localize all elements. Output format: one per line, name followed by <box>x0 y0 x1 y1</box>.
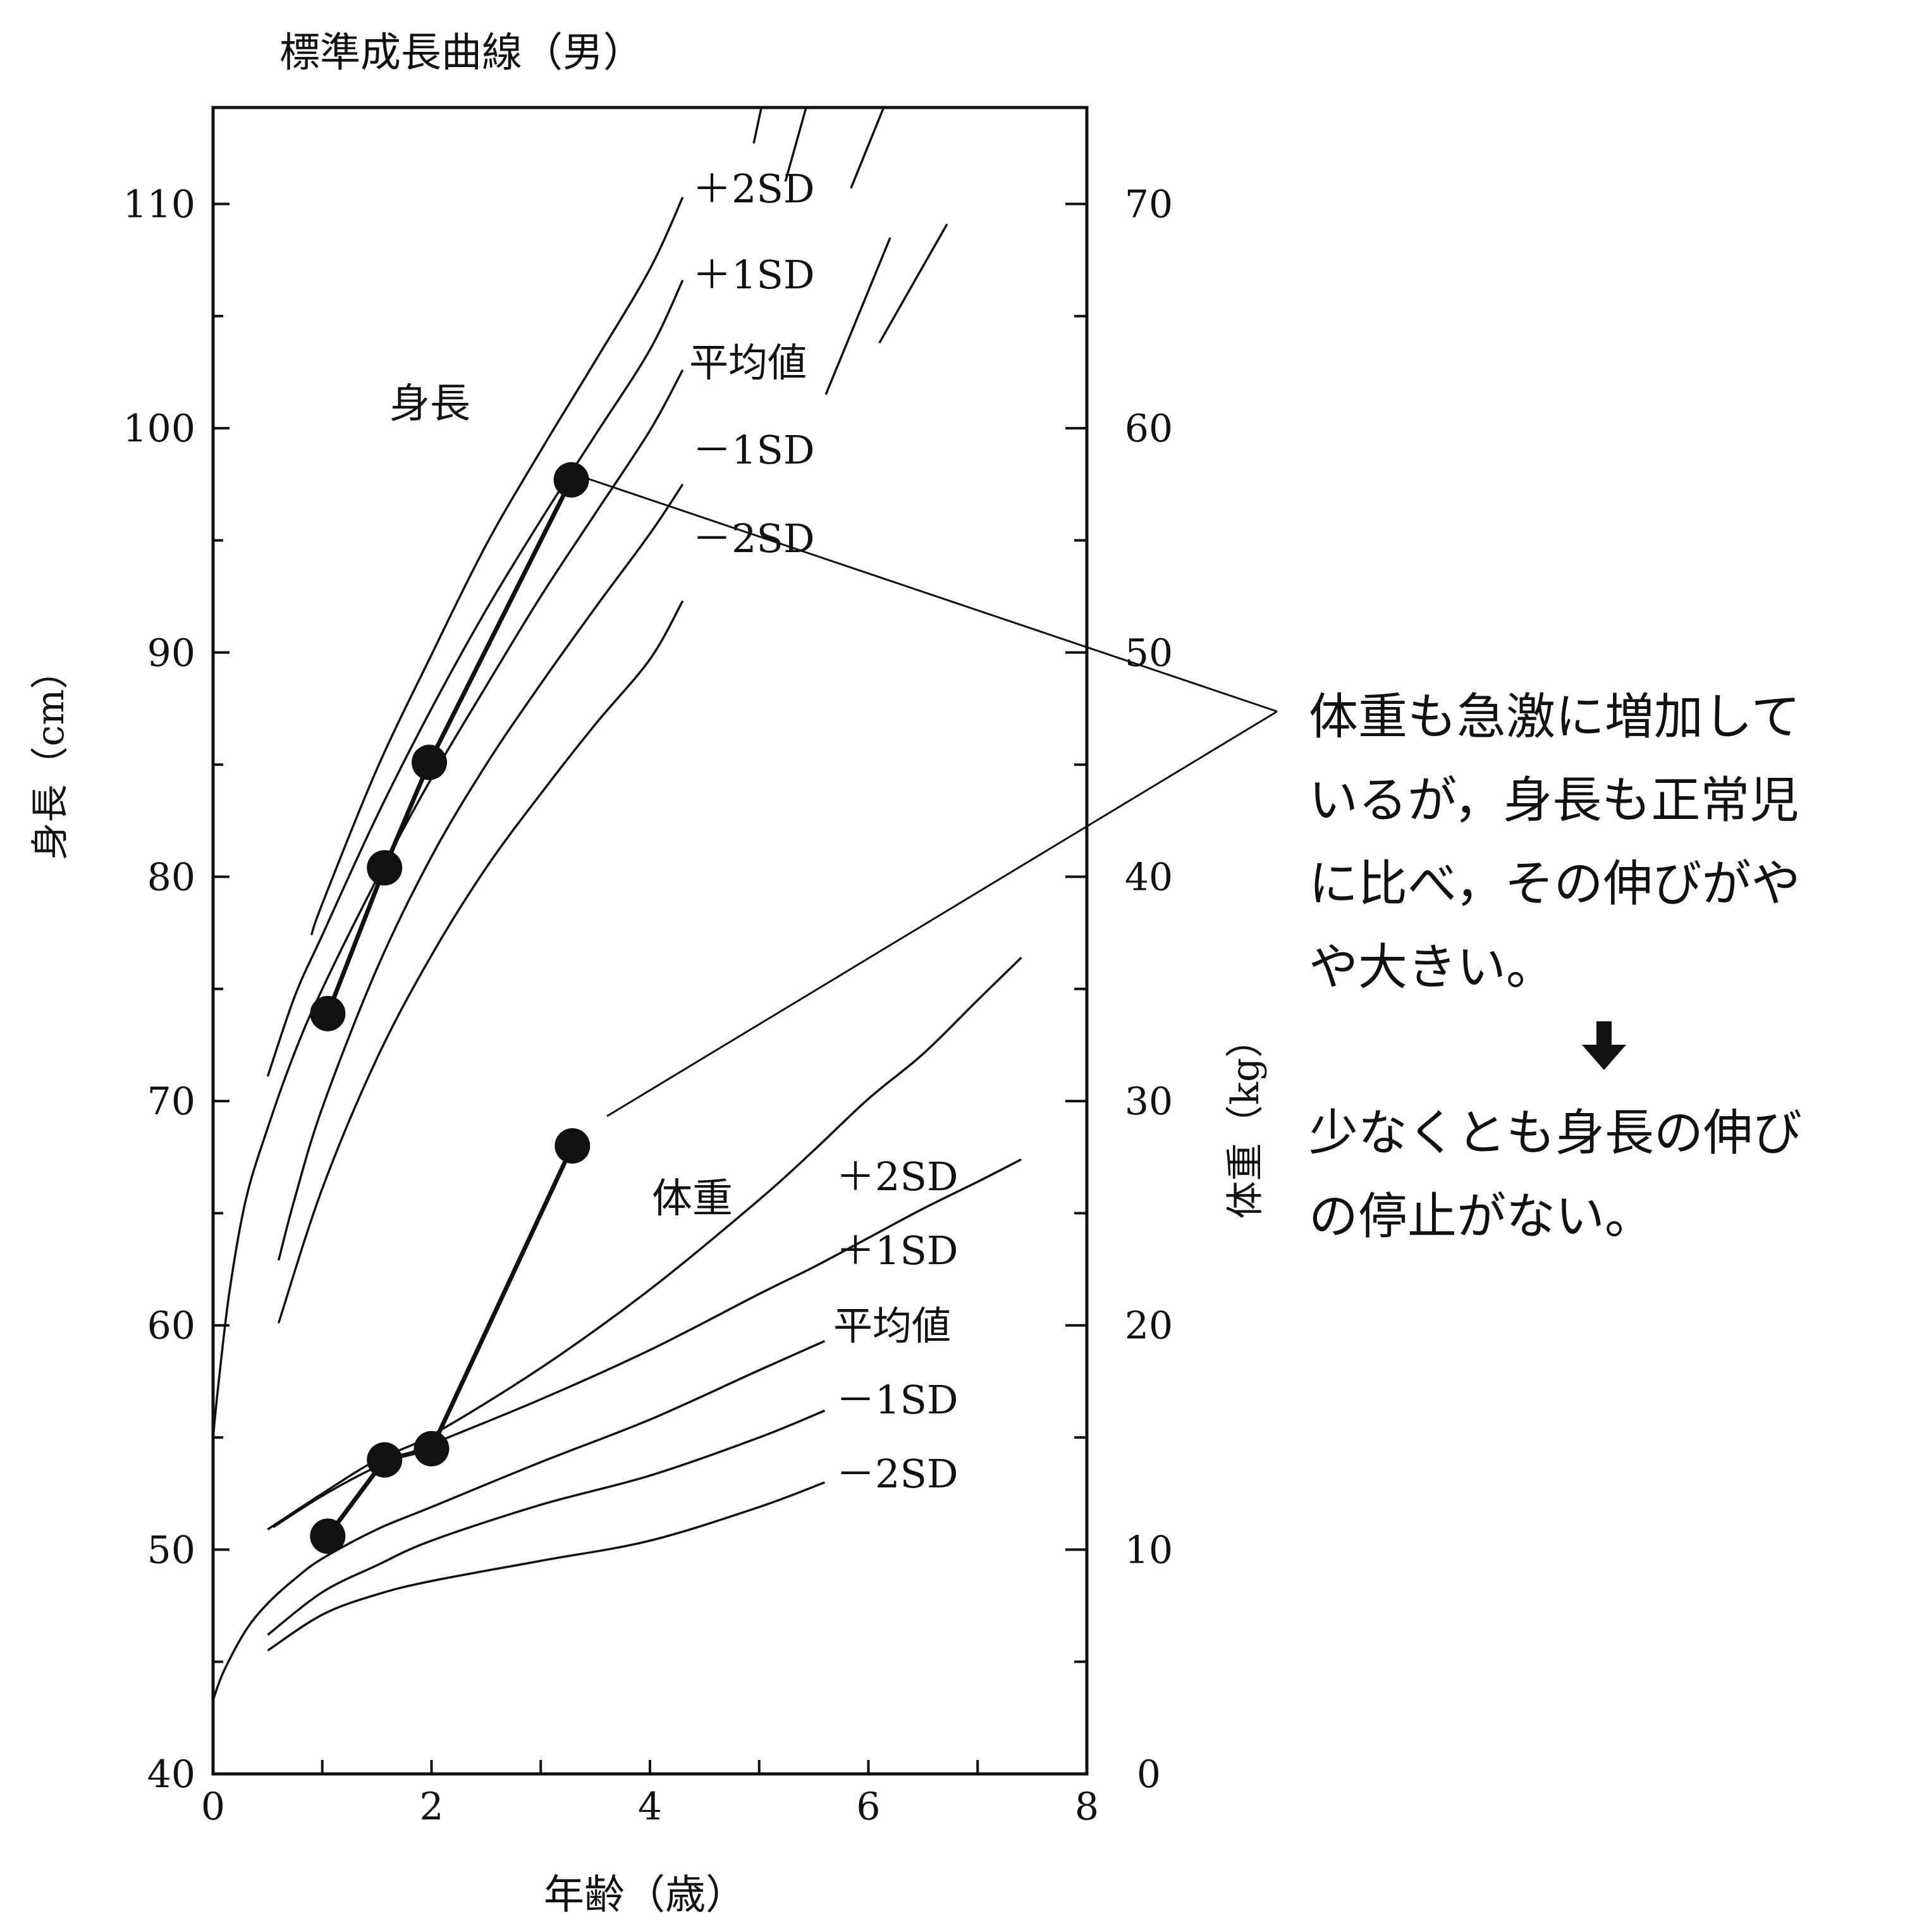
height-curve <box>277 600 684 1324</box>
patient-data <box>310 462 591 1554</box>
weight-curve <box>214 1339 826 1700</box>
height-curve-segment <box>850 109 885 189</box>
y-right-tick-label: 30 <box>1125 1080 1173 1124</box>
height-section-label: 身長 <box>389 381 470 428</box>
height-curve <box>277 483 684 1261</box>
patient-weight-line <box>326 1145 575 1538</box>
down-arrow-icon <box>1582 1021 1626 1070</box>
annotation-line: 体重も急激に増加して <box>1309 689 1801 746</box>
y-right-tick-label: 10 <box>1125 1528 1173 1572</box>
patient-weight-point <box>310 1518 346 1554</box>
annotation-line: いるが，身長も正常児 <box>1309 772 1799 829</box>
height-sd-label: ＋1SD <box>692 252 815 298</box>
conclusion-line: の停止がない。 <box>1309 1188 1654 1245</box>
annotation-line: に比べ，その伸びがや <box>1309 856 1801 913</box>
y-left-tick-label: 100 <box>123 407 195 451</box>
height-curve <box>266 280 684 1077</box>
weight-sd-labels: ＋2SD ＋1SD 平均値 －1SD －2SD <box>833 1154 958 1497</box>
annotation-block: 体重も急激に増加して いるが，身長も正常児 に比べ，その伸びがや や大きい。 <box>1309 689 1801 996</box>
callout-line-height <box>587 477 1278 713</box>
annotation-line: や大きい。 <box>1309 939 1555 996</box>
height-curve-segment <box>824 237 891 395</box>
y-right-tick-label: 0 <box>1137 1752 1161 1797</box>
weight-sd-label: 平均値 <box>833 1303 951 1349</box>
y-axis-left-label: 身長（cm） <box>28 651 73 861</box>
callout-lines <box>587 477 1278 1117</box>
height-sd-label: －1SD <box>692 427 815 473</box>
height-curve-segment <box>784 109 807 182</box>
weight-sd-label: ＋1SD <box>836 1227 958 1274</box>
y-left-tick-label: 70 <box>147 1080 195 1124</box>
patient-weight-point <box>367 1442 403 1478</box>
x-tick-label: 4 <box>638 1785 662 1829</box>
y-right-tick-label: 40 <box>1125 855 1173 899</box>
y-left-tick-label: 40 <box>147 1752 195 1797</box>
y-right-tick-label: 60 <box>1125 407 1173 451</box>
height-curve <box>214 369 684 1436</box>
x-axis-label: 年齢（歳） <box>544 1872 746 1919</box>
y-right-tick-label: 20 <box>1125 1304 1173 1348</box>
patient-height-point <box>310 995 346 1031</box>
x-tick-label: 6 <box>856 1785 880 1829</box>
x-tick-label: 8 <box>1075 1785 1099 1829</box>
height-curve-segment <box>752 109 762 144</box>
patient-height-point <box>553 462 589 498</box>
patient-height-line <box>326 479 573 1015</box>
plot-frame <box>211 106 1089 1776</box>
height-curve <box>310 197 684 936</box>
weight-curve <box>267 1481 826 1652</box>
patient-height-point <box>412 744 448 780</box>
x-tick-label: 2 <box>419 1785 443 1829</box>
conclusion-line: 少なくとも身長の伸び <box>1309 1105 1802 1162</box>
weight-curve <box>267 1409 826 1636</box>
height-sd-label: －2SD <box>692 515 815 562</box>
y-left-tick-label: 90 <box>147 631 195 675</box>
patient-height-point <box>367 850 403 886</box>
y-axis-right-label: 体重（kg） <box>1223 1020 1268 1219</box>
height-sd-label: 平均値 <box>689 340 807 386</box>
weight-sd-label: ＋2SD <box>836 1154 958 1200</box>
y-axis-left: 40 50 60 70 80 90 100 110 <box>123 182 230 1797</box>
patient-weight-point <box>554 1128 591 1164</box>
weight-sd-label: －1SD <box>836 1377 958 1423</box>
chart-title: 標準成長曲線（男） <box>279 30 644 77</box>
weight-section-label: 体重 <box>652 1176 733 1222</box>
callout-line-weight <box>606 710 1278 1117</box>
x-tick-label: 0 <box>201 1785 225 1829</box>
y-right-tick-label: 70 <box>1125 182 1173 226</box>
height-sd-label: ＋2SD <box>692 166 815 212</box>
y-left-tick-label: 60 <box>147 1304 195 1348</box>
height-curve-segment <box>878 223 948 344</box>
y-left-tick-label: 50 <box>147 1528 195 1572</box>
y-left-tick-label: 110 <box>123 182 195 226</box>
y-left-tick-label: 80 <box>147 855 195 899</box>
patient-weight-point <box>413 1431 450 1467</box>
height-sd-labels: ＋2SD ＋1SD 平均値 －1SD －2SD <box>689 166 815 562</box>
weight-sd-label: －2SD <box>836 1451 958 1497</box>
conclusion-block: 少なくとも身長の伸び の停止がない。 <box>1309 1105 1802 1245</box>
x-axis: 0 2 4 6 8 <box>201 1760 1099 1829</box>
